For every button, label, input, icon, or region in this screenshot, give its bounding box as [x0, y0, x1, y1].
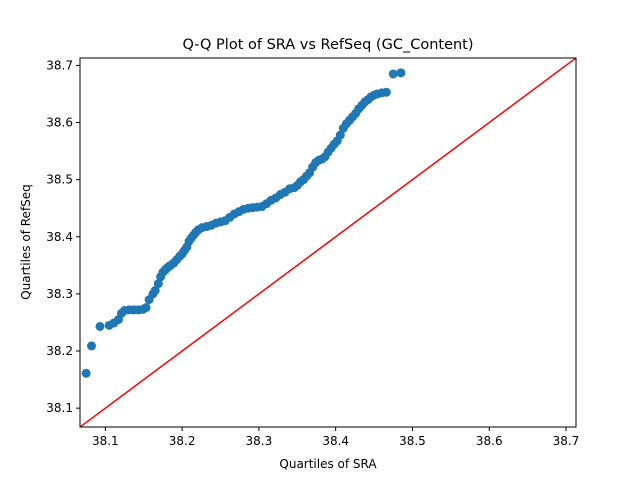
x-tick-label: 38.5: [399, 434, 426, 448]
data-point: [81, 368, 91, 378]
x-tick-label: 38.7: [553, 434, 580, 448]
data-point: [87, 341, 97, 351]
x-tick-label: 38.6: [476, 434, 503, 448]
data-point: [381, 87, 391, 97]
chart-title: Q-Q Plot of SRA vs RefSeq (GC_Content): [182, 37, 473, 53]
x-tick-label: 38.4: [322, 434, 349, 448]
y-tick-label: 38.5: [46, 173, 73, 187]
plot-area: [79, 57, 577, 428]
y-axis: 38.1 38.2 38.3 38.4 38.5 38.6 38.7: [46, 58, 80, 415]
y-tick-label: 38.7: [46, 58, 73, 72]
data-point: [150, 285, 160, 295]
y-tick-label: 38.6: [46, 116, 73, 130]
x-axis-label: Quartiles of SRA: [279, 457, 377, 471]
y-tick-label: 38.1: [46, 401, 73, 415]
data-point: [396, 68, 406, 78]
x-tick-label: 38.1: [92, 434, 119, 448]
plot-frame: [79, 57, 577, 428]
y-tick-label: 38.3: [46, 287, 73, 301]
data-point: [95, 321, 105, 331]
y-tick-label: 38.4: [46, 230, 73, 244]
x-tick-label: 38.2: [169, 434, 196, 448]
data-point: [141, 303, 151, 313]
reference-line: [80, 58, 576, 427]
data-point: [335, 130, 345, 140]
y-tick-label: 38.2: [46, 344, 73, 358]
x-tick-label: 38.3: [246, 434, 273, 448]
y-axis-label: Quartiles of RefSeq: [19, 184, 33, 300]
data-point: [388, 69, 398, 79]
data-point: [153, 279, 163, 289]
x-axis: 38.1 38.2 38.3 38.4 38.5 38.6 38.7: [92, 427, 579, 448]
